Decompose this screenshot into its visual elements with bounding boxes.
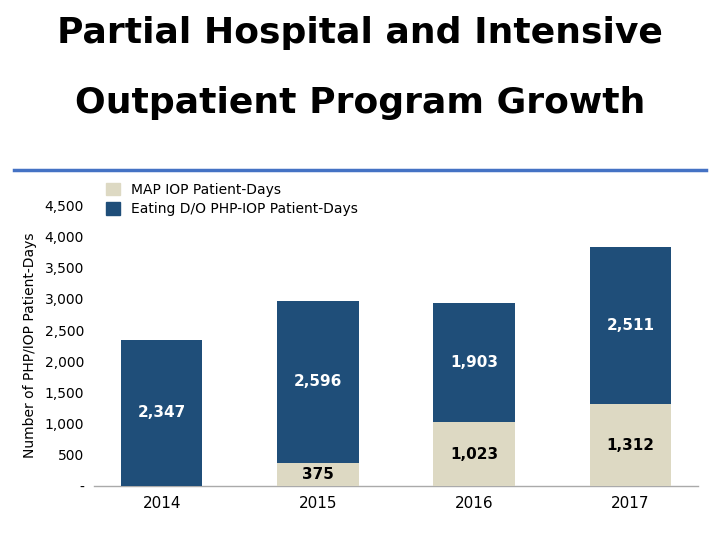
Bar bbox=[121, 340, 202, 486]
Bar bbox=[277, 301, 359, 463]
Text: 2,511: 2,511 bbox=[606, 318, 654, 333]
Text: Partial Hospital and Intensive: Partial Hospital and Intensive bbox=[57, 16, 663, 50]
Bar bbox=[433, 422, 515, 486]
Text: Outpatient Program Growth: Outpatient Program Growth bbox=[75, 86, 645, 120]
Text: 2,347: 2,347 bbox=[138, 406, 186, 420]
Text: 1,312: 1,312 bbox=[606, 437, 654, 453]
Text: 1,023: 1,023 bbox=[450, 447, 498, 462]
Text: 2,596: 2,596 bbox=[294, 374, 342, 389]
Text: 1,903: 1,903 bbox=[450, 355, 498, 370]
Bar bbox=[433, 303, 515, 422]
Bar bbox=[277, 463, 359, 486]
Legend: MAP IOP Patient-Days, Eating D/O PHP-IOP Patient-Days: MAP IOP Patient-Days, Eating D/O PHP-IOP… bbox=[101, 177, 364, 222]
Bar bbox=[590, 404, 671, 486]
Text: 375: 375 bbox=[302, 467, 334, 482]
Bar bbox=[590, 247, 671, 404]
Y-axis label: Number of PHP/IOP Patient-Days: Number of PHP/IOP Patient-Days bbox=[24, 233, 37, 458]
